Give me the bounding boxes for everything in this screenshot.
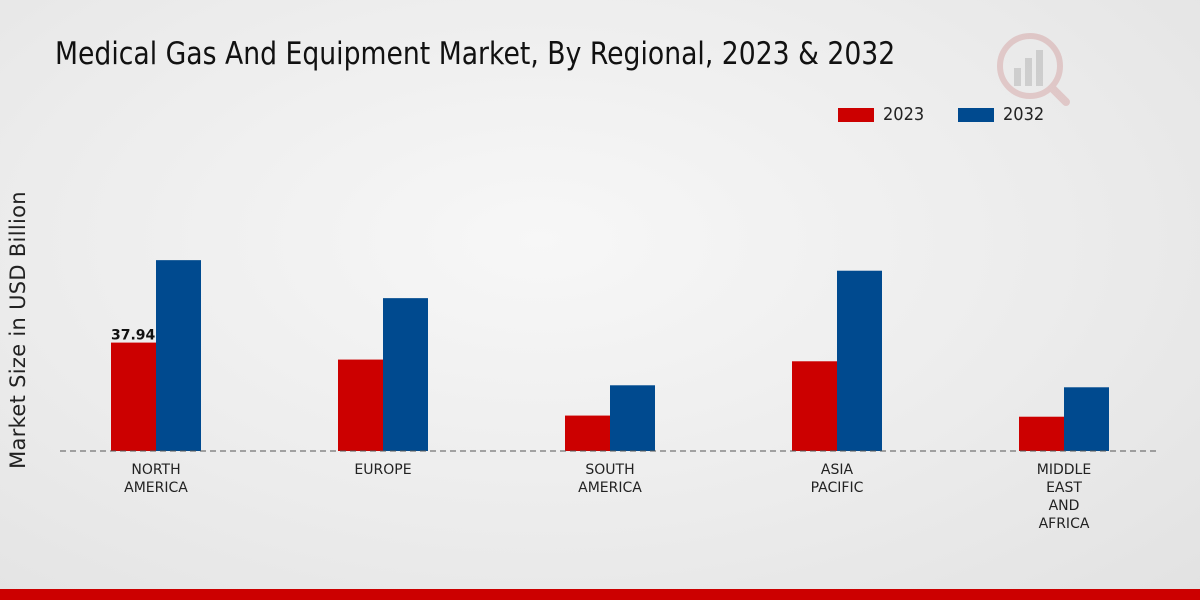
bar-2032-4 [1064,387,1109,451]
x-tick-label-1-0: EUROPE [354,462,411,478]
bar-2032-3 [837,270,882,451]
x-tick-label-0-0: NORTH [131,462,180,478]
bar-2023-0 [111,342,156,451]
x-tick-label-2-0: SOUTH [585,462,634,478]
legend-swatch-2023 [838,107,874,122]
x-tick-label-3-0: ASIA [821,462,854,478]
bar-2032-1 [383,298,428,451]
x-tick-label-2-1: AMERICA [578,480,642,496]
legend-swatch-2032 [958,107,994,122]
legend-label-2032: 2032 [1003,104,1045,125]
x-tick-label-4-1: EAST [1046,480,1082,496]
brand-logo-icon [997,33,1070,106]
legend-item-2023[interactable]: 2023 [838,104,929,125]
bottom-accent-bar [0,589,1200,600]
chart-title: Medical Gas And Equipment Market, By Reg… [55,36,896,72]
bar-2023-3 [792,361,837,451]
legend-label-2023: 2023 [883,104,925,125]
x-tick-label-4-3: AFRICA [1039,516,1090,532]
bar-2032-0 [156,260,201,451]
bar-2023-4 [1019,416,1064,451]
legend-item-2032[interactable]: 2032 [958,104,1049,125]
x-tick-label-4-0: MIDDLE [1037,462,1091,478]
data-label-0: 37.94 [111,328,156,344]
bar-2032-2 [610,385,655,451]
x-tick-label-3-1: PACIFIC [811,480,864,496]
bar-2023-1 [338,359,383,451]
bar-2023-2 [565,415,610,451]
x-tick-label-4-2: AND [1049,498,1080,514]
x-tick-label-0-1: AMERICA [124,480,188,496]
